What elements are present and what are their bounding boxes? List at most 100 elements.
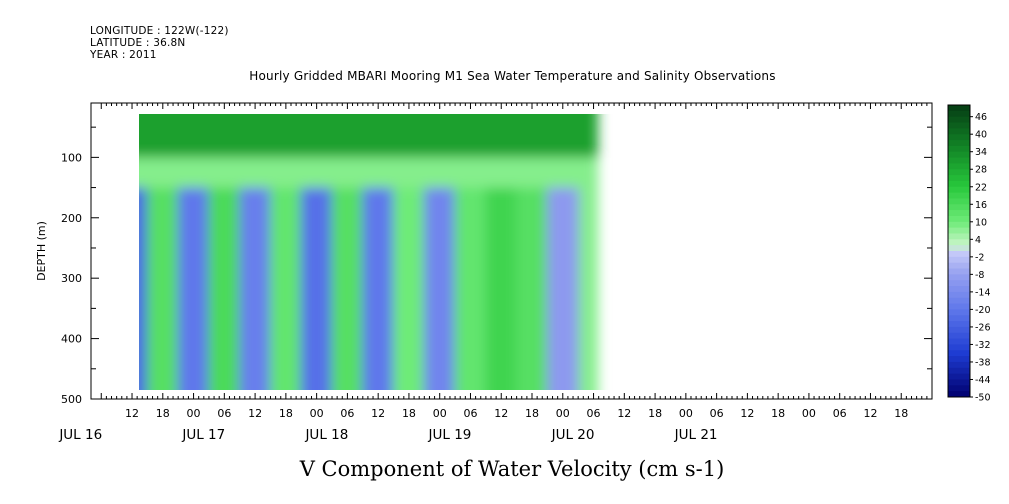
y-axis-label: DEPTH (m)	[35, 221, 48, 281]
heatmap-layer	[139, 114, 599, 390]
heat-column	[208, 187, 241, 390]
x-tick-label: 12	[125, 407, 139, 420]
colorbar-swatch	[948, 227, 970, 234]
colorbar-swatch	[948, 116, 970, 124]
heat-column	[177, 187, 210, 390]
x-tick-label: 06	[833, 407, 847, 420]
colorbar-swatch	[948, 326, 970, 334]
y-tick-label: 100	[61, 151, 82, 164]
colorbar-swatch	[948, 256, 970, 264]
colorbar-swatch	[948, 391, 970, 398]
heat-column	[331, 187, 364, 390]
colorbar-swatch	[948, 245, 970, 252]
y-tick-label: 300	[61, 272, 82, 285]
x-tick-label: 00	[187, 407, 201, 420]
colorbar-label: -32	[975, 340, 991, 351]
colorbar-swatch	[948, 110, 970, 118]
colorbar-swatch	[948, 151, 970, 159]
colorbar-swatch	[948, 128, 970, 135]
colorbar-label: -14	[975, 287, 991, 298]
colorbar-label: -38	[975, 357, 991, 368]
day-label: JUL 17	[181, 427, 225, 443]
colorbar-label: -20	[975, 305, 991, 316]
colorbar-swatch	[948, 239, 970, 246]
colorbar-swatch	[948, 367, 970, 375]
colorbar-swatch	[948, 180, 970, 188]
x-tick-label: 12	[371, 407, 385, 420]
x-tick-label: 06	[463, 407, 477, 420]
colorbar-swatch	[948, 291, 970, 299]
colorbar-label: -50	[975, 393, 991, 404]
day-label: JUL 21	[674, 427, 718, 443]
colorbar-swatch	[948, 280, 970, 287]
colorbar-label: -8	[975, 270, 984, 281]
x-tick-label: 06	[587, 407, 601, 420]
heat-column	[239, 187, 272, 390]
x-tick-label: 12	[248, 407, 262, 420]
x-tick-label: 06	[710, 407, 724, 420]
colorbar: 46 40 34 28 22 16 10 4 -2 -8 -14 -20 -26 -32 -38 -44 -50	[947, 104, 991, 404]
colorbar-label: 16	[975, 200, 987, 211]
colorbar-swatch	[948, 175, 970, 182]
x-axis: 12 18 00 06 12 18 00 06 12 18 00 06 12 18 00 06 12 18 00 06…	[58, 103, 928, 443]
colorbar-swatch	[948, 286, 970, 293]
y-tick-label: 400	[61, 333, 82, 346]
x-tick-label: 18	[525, 407, 539, 420]
chart-title: Hourly Gridded MBARI Mooring M1 Sea Wate…	[249, 69, 776, 83]
x-tick-label: 18	[156, 407, 170, 420]
x-tick-label: 06	[340, 407, 354, 420]
colorbar-label: -26	[975, 322, 991, 333]
colorbar-swatch	[948, 204, 970, 211]
colorbar-swatch	[948, 344, 970, 351]
colorbar-swatch	[948, 332, 970, 340]
colorbar-label: -2	[975, 252, 984, 263]
heat-column	[392, 187, 425, 390]
heat-column	[269, 187, 302, 390]
colorbar-swatch	[948, 140, 970, 147]
colorbar-label: -44	[975, 375, 991, 386]
colorbar-swatch	[948, 210, 970, 217]
colorbar-label: 46	[975, 112, 987, 123]
longitude-label: LONGITUDE : 122W(-122)	[90, 25, 229, 37]
heat-column	[139, 187, 149, 390]
x-tick-label: 12	[863, 407, 877, 420]
heat-column	[485, 187, 518, 390]
colorbar-swatch	[948, 338, 970, 345]
x-tick-label: 18	[279, 407, 293, 420]
y-axis: 100 200 300 400 500	[61, 126, 932, 406]
colorbar-swatch	[948, 122, 970, 129]
x-tick-label: 12	[740, 407, 754, 420]
heat-column	[454, 187, 487, 390]
colorbar-swatch	[948, 157, 970, 164]
colorbar-swatch	[948, 373, 970, 380]
colorbar-swatch	[948, 198, 970, 205]
heat-column	[546, 187, 579, 390]
day-label: JUL 18	[304, 427, 348, 443]
colorbar-swatch	[948, 134, 970, 141]
day-label: JUL 16	[58, 427, 102, 443]
x-tick-label: 00	[433, 407, 447, 420]
colorbar-label: 40	[975, 130, 987, 141]
colorbar-label: 10	[975, 217, 987, 228]
heat-column	[300, 187, 333, 390]
heat-column	[146, 187, 179, 390]
x-tick-label: 00	[802, 407, 816, 420]
colorbar-swatch	[948, 379, 970, 386]
y-tick-label: 200	[61, 212, 82, 225]
x-tick-label: 00	[679, 407, 693, 420]
latitude-label: LATITUDE : 36.8N	[90, 37, 186, 49]
colorbar-swatch	[948, 145, 970, 153]
colorbar-swatch	[948, 268, 970, 275]
colorbar-frame	[947, 104, 971, 398]
colorbar-swatch	[948, 262, 970, 270]
surface-layer	[139, 114, 599, 158]
colorbar-swatch	[948, 350, 970, 357]
x-tick-label: 12	[617, 407, 631, 420]
x-tick-label: 18	[648, 407, 662, 420]
colorbar-label: 22	[975, 182, 987, 193]
colorbar-label: 4	[975, 235, 981, 246]
colorbar-swatch	[948, 361, 970, 369]
heat-column	[516, 187, 549, 390]
colorbar-swatch	[948, 356, 970, 363]
